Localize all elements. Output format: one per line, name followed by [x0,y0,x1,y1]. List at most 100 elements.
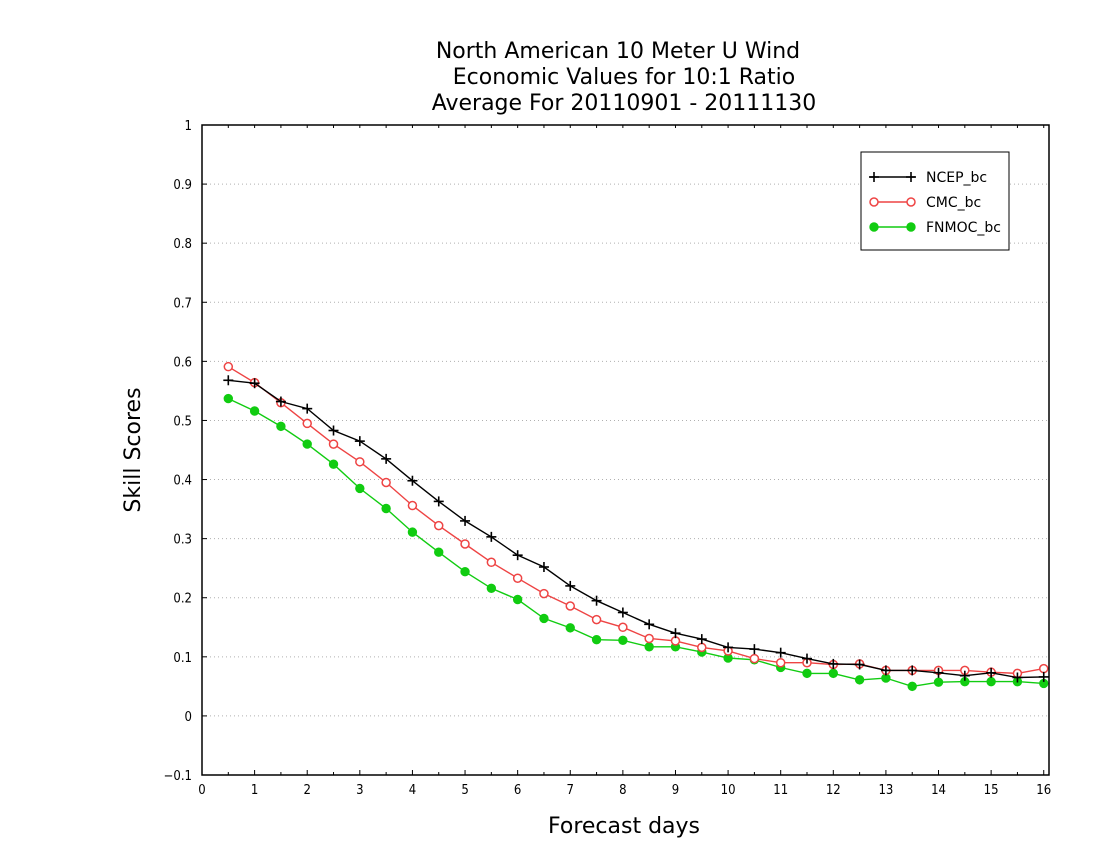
plot-frame [201,124,1050,776]
title-line-3: Average For 20110901 - 20111130 [432,91,817,116]
title-line-1: North American 10 Meter U Wind [436,39,800,64]
data-point [775,647,786,658]
legend-item-FNMOC_bc: FNMOC_bc [869,220,1001,236]
data-point [696,634,707,645]
data-point [618,635,628,645]
data-point [486,557,497,568]
data-point [302,439,312,449]
y-tick-label: 0.4 [173,474,192,489]
data-point [565,623,575,633]
data-point [512,573,523,583]
data-point [591,595,602,606]
y-tick-label: 0.6 [173,355,192,370]
y-axis-ticks: −0.1 0 0.1 0.2 0.3 0.4 0.5 0.6 0.7 0.8 0.9 1 [164,119,207,784]
y-tick-label: 0.3 [173,533,192,548]
data-point [407,475,418,486]
data-point [618,622,628,633]
data-point [354,436,365,447]
legend-label: NCEP_bc [926,170,987,186]
data-point [433,520,444,531]
legend: NCEP_bc CMC_bc FNMOC_bc [860,151,1010,251]
data-point [460,539,470,549]
data-point [486,531,497,542]
data-point [328,439,339,449]
data-point [249,378,260,389]
data-point [539,588,549,599]
data-point [302,418,312,429]
series-line [227,366,1044,675]
y-axis-label: Skill Scores [121,387,146,512]
data-point [749,653,760,664]
data-point [381,453,392,464]
series-line [228,397,1044,688]
data-point [802,653,812,664]
legend-marker [906,172,916,182]
data-point [433,496,444,507]
data-point [381,477,391,488]
y-tick-label: 0.2 [173,592,192,607]
x-axis-label: Forecast days [548,814,700,839]
legend-item-NCEP_bc: NCEP_bc [869,170,987,186]
y-tick-label: 0.8 [173,237,192,252]
x-tick-label: 3 [356,783,363,798]
data-point [302,403,313,414]
data-point [512,550,523,561]
data-point [249,406,260,416]
data-point [775,657,786,668]
legend-box [860,151,1010,251]
data-point [697,642,707,653]
x-tick-label: 16 [1036,783,1051,798]
data-point [617,607,628,618]
data-point [644,619,655,630]
data-point [959,670,970,681]
data-point [486,583,497,593]
data-point [565,580,576,591]
data-point [328,425,339,436]
data-point [644,642,654,652]
data-point [223,393,234,404]
data-point [933,667,944,678]
data-point [802,668,812,679]
data-point [828,668,839,679]
data-point [512,594,523,605]
data-point [933,677,944,687]
data-point [275,396,286,407]
x-tick-label: 2 [303,783,310,798]
data-point [539,613,549,624]
data-point [591,634,602,645]
x-tick-label: 7 [567,783,574,798]
data-point [538,562,549,572]
x-tick-label: 0 [198,783,205,798]
legend-item-CMC_bc: CMC_bc [869,195,981,211]
legend-label: FNMOC_bc [926,220,1001,236]
x-tick-label: 10 [721,783,736,798]
data-point [749,644,760,655]
data-point [854,675,865,685]
series-CMC_bc [223,361,1049,679]
x-tick-label: 11 [773,783,788,798]
data-point [828,658,839,669]
data-point [986,667,997,678]
data-point [355,483,365,494]
x-tick-label: 6 [514,783,521,798]
data-point [223,361,234,372]
data-point [854,659,865,670]
legend-marker [869,172,879,182]
x-tick-label: 5 [461,783,468,798]
x-tick-label: 13 [878,783,893,798]
data-point [565,601,576,611]
series-FNMOC_bc [223,393,1049,692]
x-tick-label: 12 [826,783,841,798]
y-tick-label: 0.1 [173,651,192,666]
data-point [1038,663,1049,674]
data-point [276,421,286,432]
data-point [460,567,470,577]
gridlines [202,183,1049,717]
legend-marker [869,197,879,207]
legend-marker [906,197,916,207]
data-point [591,614,602,625]
x-tick-label: 15 [984,783,999,798]
x-tick-label: 8 [619,783,626,798]
title-line-2: Economic Values for 10:1 Ratio [453,65,795,90]
